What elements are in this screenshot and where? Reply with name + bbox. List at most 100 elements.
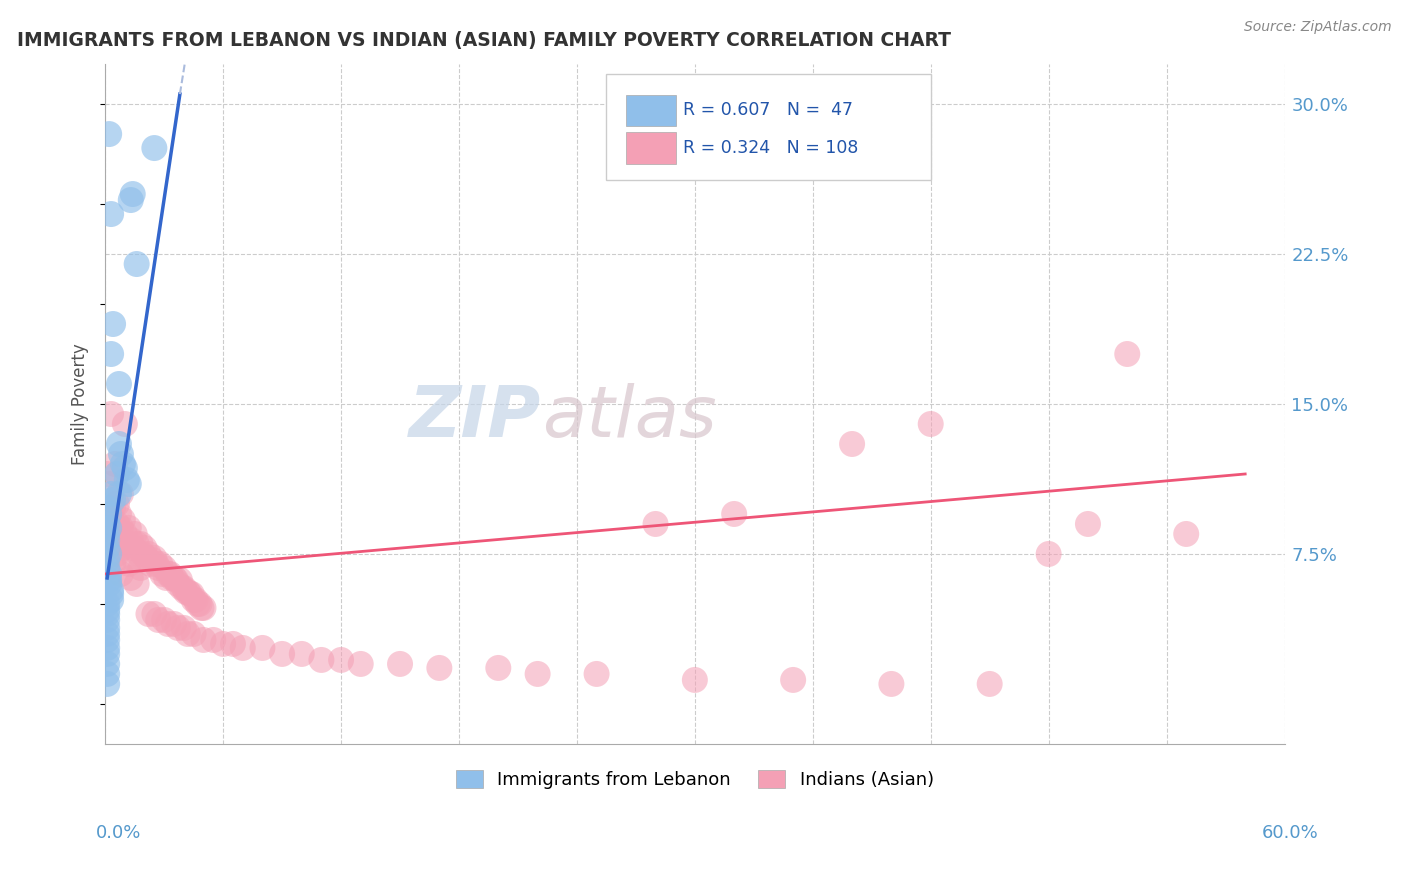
Point (148, 613, 170, 627)
Point (153, 613, 176, 627)
Point (114, 461, 136, 475)
Point (96, 613, 118, 627)
Point (100, 507, 122, 521)
Point (125, 537, 148, 551)
Point (150, 566, 173, 581)
Point (141, 553, 163, 567)
Point (96, 516, 118, 531)
Point (193, 632, 215, 647)
Point (174, 585, 197, 599)
Point (96, 527, 118, 541)
Text: 0.0%: 0.0% (96, 824, 141, 842)
Point (96, 541, 118, 555)
Point (118, 477, 141, 491)
Point (841, 437, 863, 451)
Point (169, 573, 191, 587)
Point (100, 407, 122, 421)
Point (160, 571, 183, 585)
Point (271, 647, 294, 661)
Point (98, 537, 121, 551)
Point (1038, 547, 1060, 561)
Point (526, 667, 548, 681)
Point (143, 607, 166, 621)
Point (98, 477, 121, 491)
Point (121, 187, 143, 202)
Y-axis label: Family Poverty: Family Poverty (72, 343, 89, 465)
Point (104, 457, 127, 471)
Text: Source: ZipAtlas.com: Source: ZipAtlas.com (1244, 20, 1392, 34)
Point (138, 547, 160, 561)
Point (105, 547, 128, 561)
Point (100, 347, 122, 361)
Point (128, 547, 150, 561)
Point (139, 557, 162, 571)
Point (180, 587, 202, 601)
Point (153, 561, 176, 575)
Point (120, 533, 142, 547)
Point (1116, 347, 1139, 361)
Point (1077, 516, 1099, 531)
Point (114, 417, 136, 431)
FancyBboxPatch shape (627, 95, 676, 126)
Point (108, 437, 131, 451)
Point (108, 533, 131, 547)
Point (96, 607, 118, 621)
Legend: Immigrants from Lebanon, Indians (Asian): Immigrants from Lebanon, Indians (Asian) (449, 763, 941, 796)
Point (880, 677, 903, 691)
Point (104, 537, 127, 551)
Point (129, 537, 152, 551)
Point (149, 557, 172, 571)
Text: atlas: atlas (541, 383, 716, 452)
Point (129, 561, 152, 575)
Point (108, 376, 131, 391)
Point (177, 627, 200, 641)
Point (105, 467, 128, 481)
Point (184, 593, 207, 607)
Point (138, 607, 160, 621)
Point (183, 593, 205, 607)
Point (252, 640, 274, 655)
Point (486, 661, 509, 675)
Point (110, 487, 132, 501)
Point (124, 527, 146, 541)
Point (120, 193, 142, 207)
Point (167, 577, 190, 591)
Point (101, 317, 124, 331)
Point (232, 640, 254, 655)
Point (311, 653, 333, 667)
Point (190, 601, 212, 615)
Point (101, 500, 124, 515)
Point (157, 566, 180, 581)
Point (159, 566, 181, 581)
Point (101, 493, 124, 508)
Point (163, 571, 186, 585)
FancyBboxPatch shape (627, 132, 676, 164)
Point (585, 667, 607, 681)
Text: R = 0.607   N =  47: R = 0.607 N = 47 (683, 102, 853, 120)
Point (330, 653, 353, 667)
Point (101, 557, 124, 571)
Point (118, 521, 141, 535)
Point (135, 551, 157, 566)
Point (115, 537, 138, 551)
Point (100, 593, 122, 607)
Point (120, 571, 142, 585)
Point (179, 587, 201, 601)
Point (143, 551, 166, 566)
Point (96, 500, 118, 515)
Point (188, 597, 211, 611)
Point (98, 547, 121, 561)
Point (134, 541, 156, 555)
Point (98, 127, 121, 141)
Point (155, 571, 177, 585)
Point (110, 447, 132, 461)
Point (98, 573, 121, 587)
Point (108, 507, 131, 521)
Text: IMMIGRANTS FROM LEBANON VS INDIAN (ASIAN) FAMILY POVERTY CORRELATION CHART: IMMIGRANTS FROM LEBANON VS INDIAN (ASIAN… (17, 31, 950, 50)
Point (125, 577, 148, 591)
Point (1175, 527, 1198, 541)
Point (165, 573, 187, 587)
Point (96, 597, 118, 611)
Point (683, 673, 706, 687)
Point (110, 566, 132, 581)
